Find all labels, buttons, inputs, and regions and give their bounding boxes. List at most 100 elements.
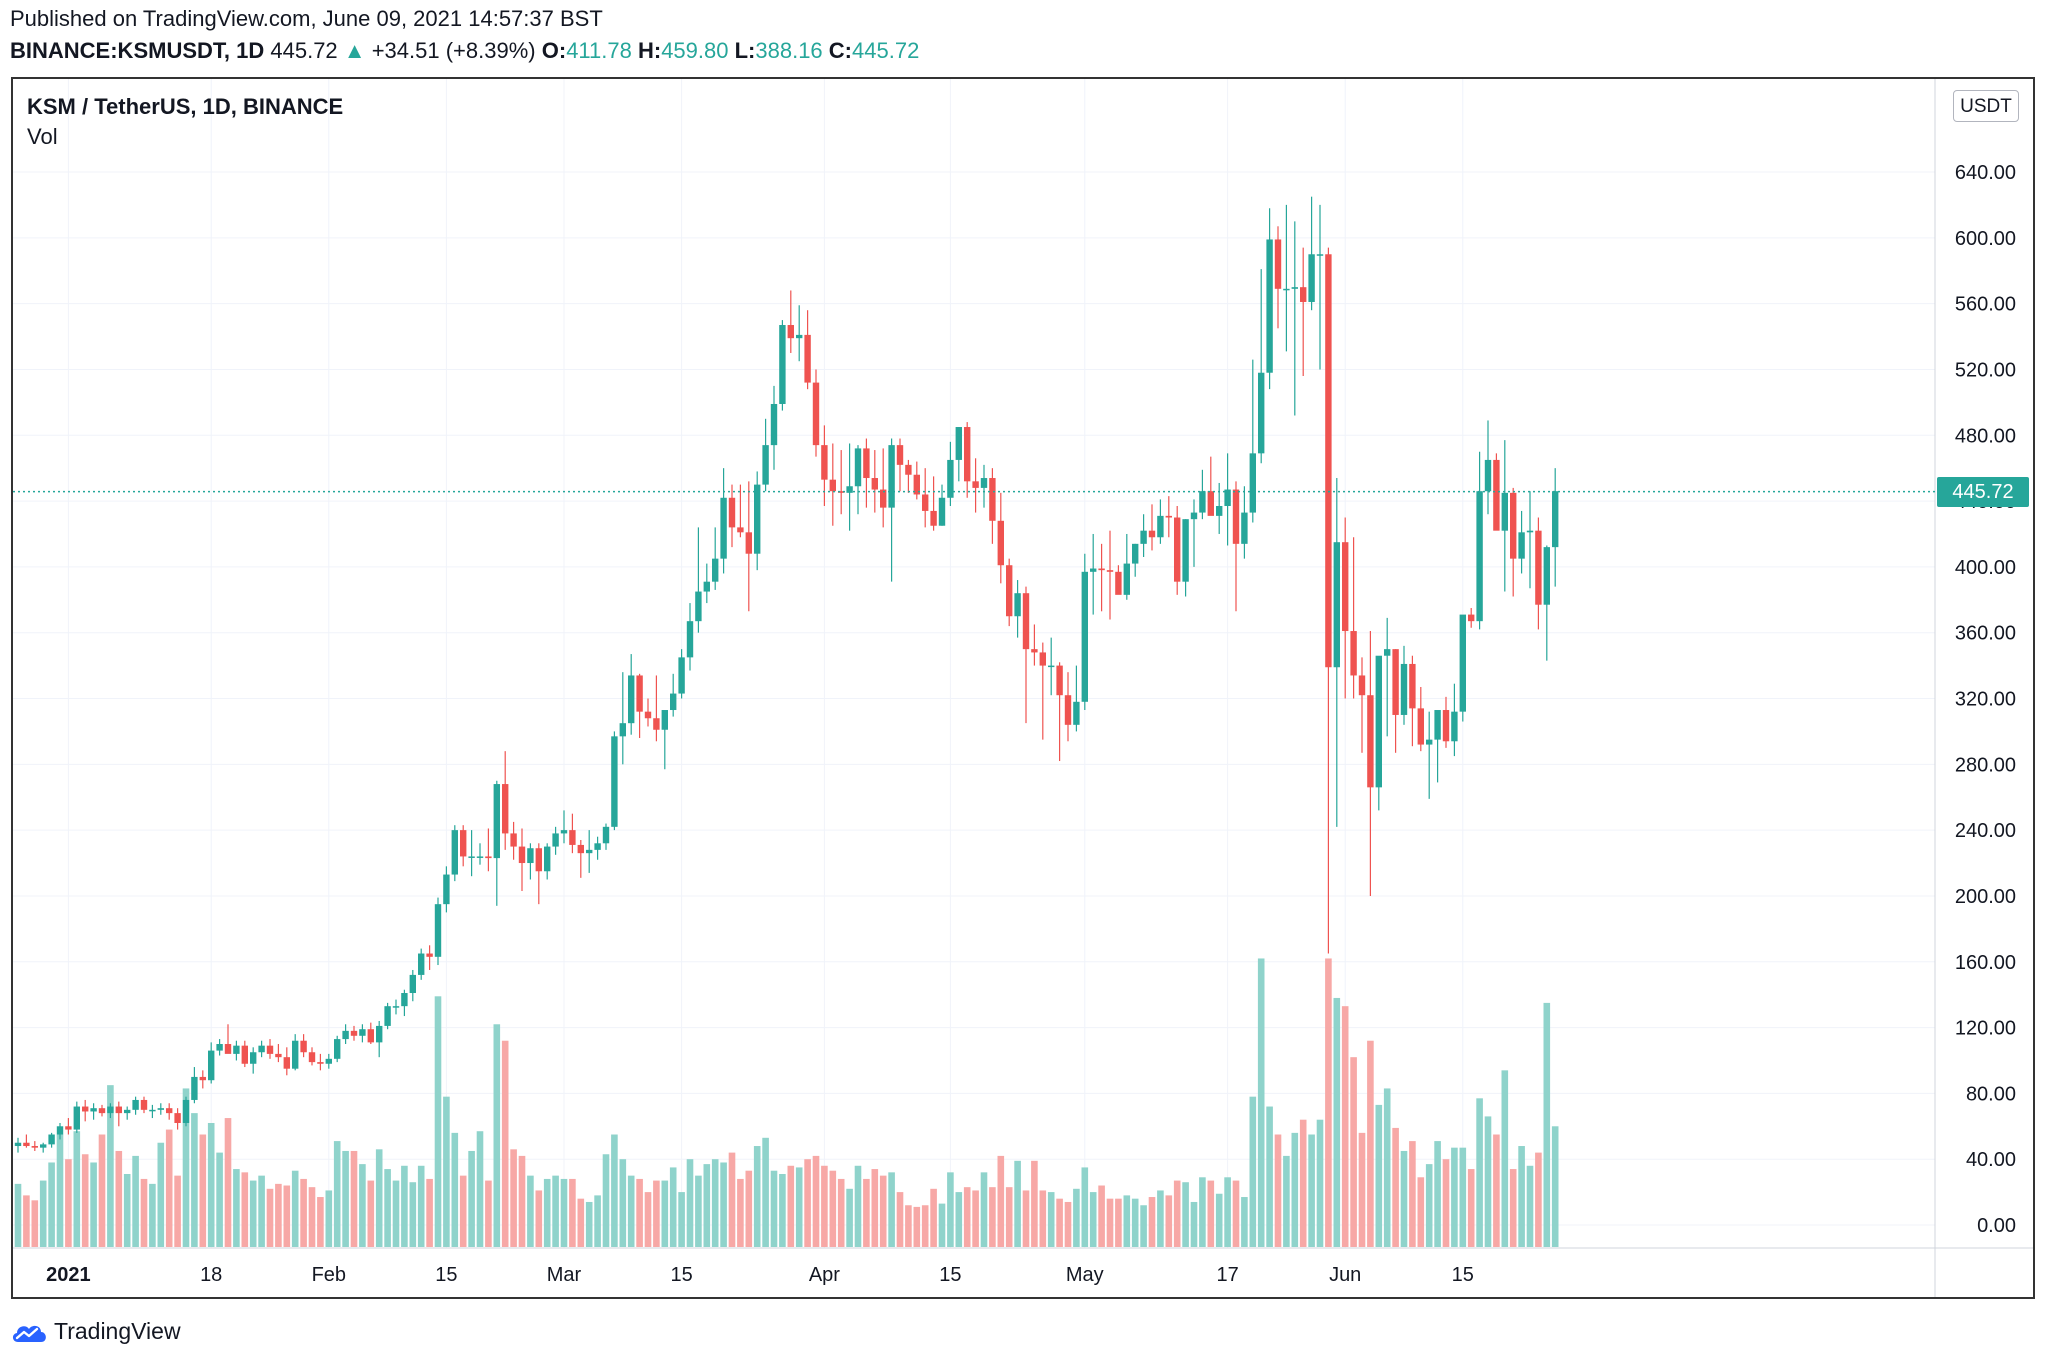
volume-bar (140, 1178, 148, 1247)
candle-body (1140, 530, 1147, 544)
volume-bar (283, 1185, 291, 1247)
candle-body (468, 856, 475, 858)
volume-bar (812, 1155, 820, 1247)
volume-bar (728, 1152, 736, 1247)
volume-bar (1165, 1195, 1173, 1247)
candle-body (174, 1113, 181, 1123)
volume-bar (417, 1165, 425, 1247)
volume-bar (1308, 1134, 1315, 1247)
candle-body (342, 1030, 349, 1040)
volume-bar (770, 1170, 778, 1247)
last-price-badge: 445.72 (1937, 476, 2029, 507)
candle-body (854, 448, 862, 487)
candle-body (1400, 663, 1408, 715)
candle-body (1132, 543, 1139, 564)
candle-body (359, 1029, 366, 1036)
volume-bar (1526, 1165, 1534, 1247)
volume-bar (762, 1137, 769, 1247)
volume-bar (300, 1178, 307, 1247)
currency-label[interactable]: USDT (1953, 90, 2019, 122)
volume-bar (795, 1167, 803, 1247)
volume-bar (1064, 1201, 1072, 1247)
candle-body (166, 1108, 173, 1114)
candle-body (384, 1006, 391, 1026)
volume-bar (1299, 1119, 1307, 1247)
candle-body (283, 1057, 290, 1069)
volume-bar (501, 1040, 509, 1247)
volume-bar (1115, 1198, 1122, 1247)
volume-bar (863, 1178, 870, 1247)
volume-bar (1442, 1159, 1450, 1247)
volume-bar (602, 1154, 610, 1247)
volume-bar (65, 1159, 72, 1247)
volume-bar (695, 1175, 702, 1247)
volume-bar (552, 1175, 559, 1247)
candle-body (1392, 649, 1399, 715)
candle-body (124, 1109, 131, 1114)
candle-body (1316, 254, 1324, 256)
volume-bar (107, 1085, 114, 1247)
x-tick-label: May (1066, 1264, 1104, 1286)
chart-frame[interactable] (11, 77, 2035, 1299)
x-tick-label: Feb (312, 1264, 346, 1286)
candle-body (1039, 652, 1046, 666)
candle-body (409, 974, 416, 994)
volume-bar (1241, 1197, 1248, 1247)
volume-bar (1073, 1188, 1080, 1247)
volume-bar (367, 1180, 375, 1247)
candle-body (1300, 287, 1307, 302)
candle-body (1022, 593, 1030, 650)
candle-body (628, 675, 635, 724)
candle-body (577, 844, 584, 854)
volume-bar (1333, 997, 1341, 1247)
candle-body (1426, 739, 1433, 745)
volume-bar (636, 1178, 643, 1247)
volume-bar (199, 1134, 207, 1247)
volume-bar (518, 1155, 526, 1247)
candle-body (518, 846, 526, 864)
y-tick-label: 160.00 (1955, 952, 2016, 974)
volume-bar (98, 1134, 106, 1247)
volume-bar (1148, 1197, 1156, 1247)
volume-bar (1417, 1177, 1425, 1247)
volume-bar (577, 1198, 585, 1247)
volume-bar (1509, 1169, 1517, 1247)
volume-bar (1131, 1198, 1139, 1247)
volume-bar (1283, 1155, 1290, 1247)
volume-bar (888, 1172, 895, 1247)
volume-bar (1459, 1147, 1467, 1247)
volume-bar (779, 1173, 786, 1247)
volume-bar (854, 1165, 862, 1247)
candle-body (1031, 649, 1038, 653)
candle-body (1409, 663, 1416, 709)
volume-bar (1039, 1190, 1047, 1247)
candle-body (367, 1029, 374, 1043)
candle-body (1325, 254, 1332, 668)
volume-bar (90, 1162, 97, 1247)
tradingview-logo[interactable]: TradingView (10, 1318, 181, 1345)
volume-bar (1140, 1205, 1147, 1247)
candle-body (1501, 492, 1508, 531)
volume-bar (720, 1162, 727, 1247)
candle-body (208, 1050, 215, 1081)
volume-bar (1484, 1116, 1492, 1247)
volume-bar (241, 1172, 249, 1247)
volume-legend[interactable]: Vol (27, 124, 58, 149)
volume-bar (1425, 1164, 1433, 1247)
candle-body (552, 833, 559, 847)
candle-body (838, 491, 845, 493)
volume-bar (1358, 1132, 1366, 1247)
volume-bar (308, 1187, 316, 1247)
candle-body (846, 486, 853, 493)
low-label: L: (734, 38, 756, 63)
close-label: C: (828, 38, 853, 63)
symbol-name[interactable]: BINANCE:KSMUSDT, 1D (10, 38, 265, 63)
candle-body (48, 1134, 55, 1145)
candle-body (317, 1062, 324, 1064)
chart-legend-title[interactable]: KSM / TetherUS, 1D, BINANCE (27, 94, 344, 119)
candle-body (1216, 505, 1223, 516)
volume-bar (1451, 1147, 1458, 1247)
y-tick-label: 600.00 (1955, 228, 2016, 250)
volume-bar (233, 1169, 240, 1247)
